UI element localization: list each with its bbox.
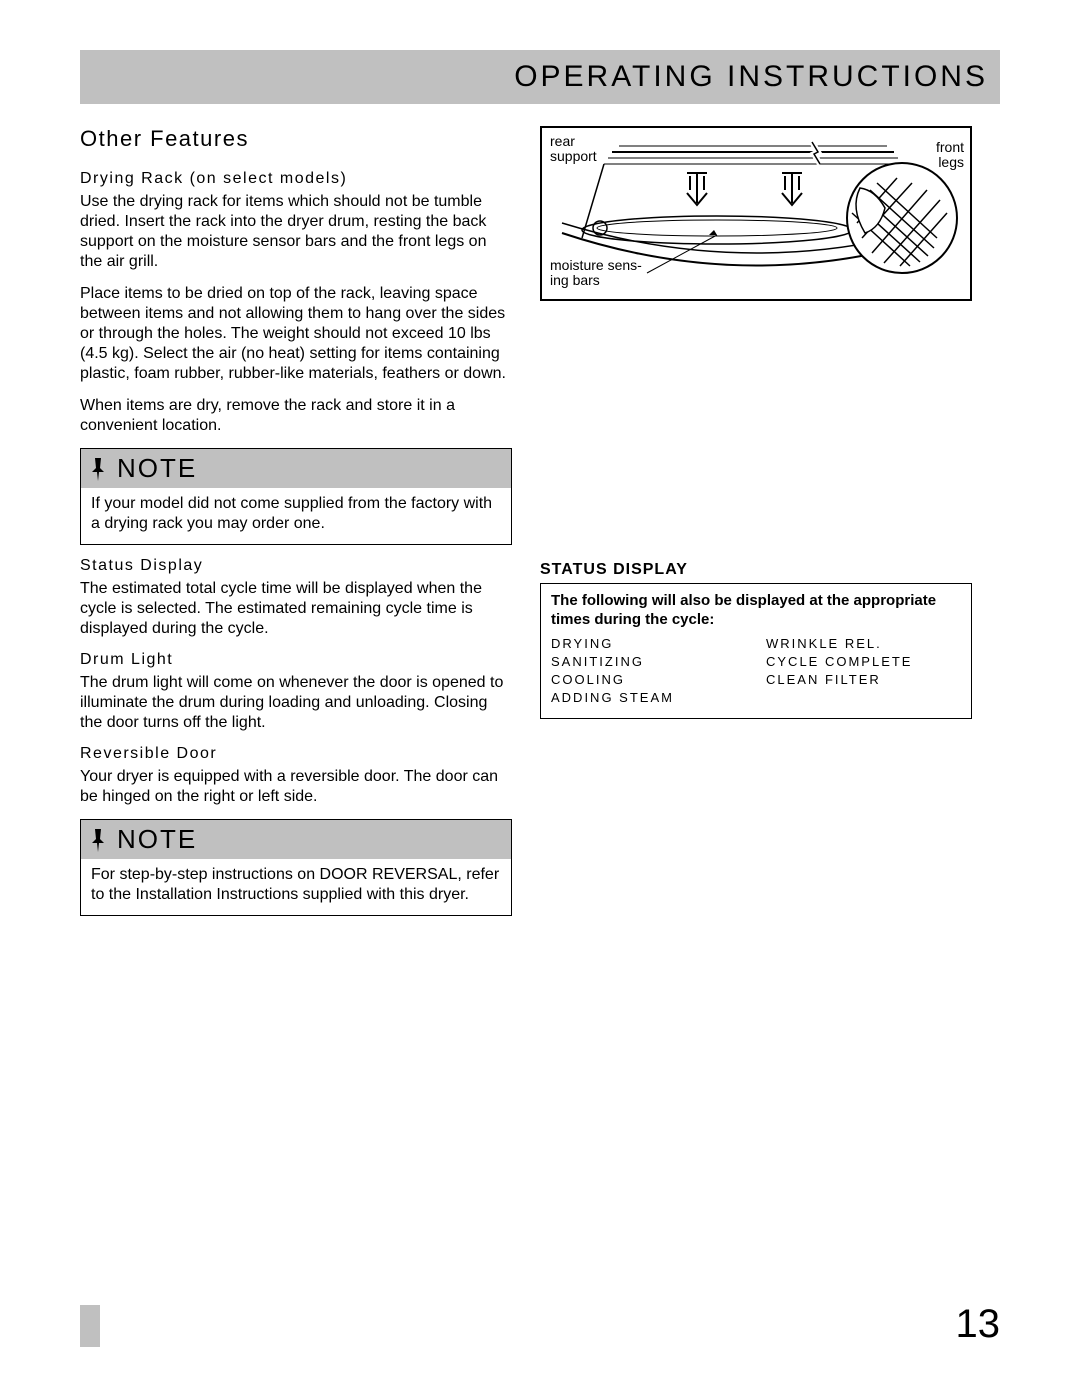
reversible-door-p: Your dryer is equipped with a reversible… xyxy=(80,767,512,807)
status-display-title: STATUS DISPLAY xyxy=(540,561,972,579)
reversible-door-heading: Reversible Door xyxy=(80,745,512,763)
label-front-legs: front legs xyxy=(936,140,964,171)
status-item: CYCLE COMPLETE xyxy=(766,654,961,669)
status-item: SANITIZING xyxy=(551,654,746,669)
note-body-1: If your model did not come supplied from… xyxy=(81,488,511,544)
status-display-lead: The following will also be displayed at … xyxy=(551,592,961,630)
pushpin-icon xyxy=(87,456,109,482)
pushpin-icon xyxy=(87,827,109,853)
status-display-heading: Status Display xyxy=(80,557,512,575)
note-header: NOTE xyxy=(81,449,511,488)
label-rear-support: rear support xyxy=(550,134,597,165)
note-header-2: NOTE xyxy=(81,820,511,859)
status-item: WRINKLE REL. xyxy=(766,636,961,651)
left-column: Other Features Drying Rack (on select mo… xyxy=(80,126,512,928)
header-bar: OPERATING INSTRUCTIONS xyxy=(80,50,1000,104)
note-label-2: NOTE xyxy=(117,824,197,855)
drying-rack-heading: Drying Rack (on select models) xyxy=(80,170,512,188)
drying-rack-p1: Use the drying rack for items which shou… xyxy=(80,192,512,272)
drum-light-p: The drum light will come on whenever the… xyxy=(80,673,512,733)
section-heading: Other Features xyxy=(80,126,512,152)
note-label: NOTE xyxy=(117,453,197,484)
page-number: 13 xyxy=(956,1302,1001,1347)
status-display-p: The estimated total cycle time will be d… xyxy=(80,579,512,639)
right-column: rear support front legs moisture sens- i… xyxy=(540,126,972,928)
footer-accent-bar xyxy=(80,1305,100,1347)
drying-rack-diagram: rear support front legs moisture sens- i… xyxy=(540,126,972,301)
page-title: OPERATING INSTRUCTIONS xyxy=(514,60,988,94)
drying-rack-p3: When items are dry, remove the rack and … xyxy=(80,396,512,436)
status-item: CLEAN FILTER xyxy=(766,672,961,687)
status-item: DRYING xyxy=(551,636,746,651)
status-display-box: The following will also be displayed at … xyxy=(540,583,972,719)
note-box-1: NOTE If your model did not come supplied… xyxy=(80,448,512,545)
note-box-2: NOTE For step-by-step instructions on DO… xyxy=(80,819,512,916)
drying-rack-p2: Place items to be dried on top of the ra… xyxy=(80,284,512,384)
note-body-2: For step-by-step instructions on DOOR RE… xyxy=(81,859,511,915)
drum-light-heading: Drum Light xyxy=(80,651,512,669)
status-col-1: DRYING SANITIZING COOLING ADDING STEAM xyxy=(551,636,746,708)
status-item: COOLING xyxy=(551,672,746,687)
status-item: ADDING STEAM xyxy=(551,690,746,705)
status-col-2: WRINKLE REL. CYCLE COMPLETE CLEAN FILTER xyxy=(766,636,961,708)
label-moisture-bars: moisture sens- ing bars xyxy=(550,258,642,289)
